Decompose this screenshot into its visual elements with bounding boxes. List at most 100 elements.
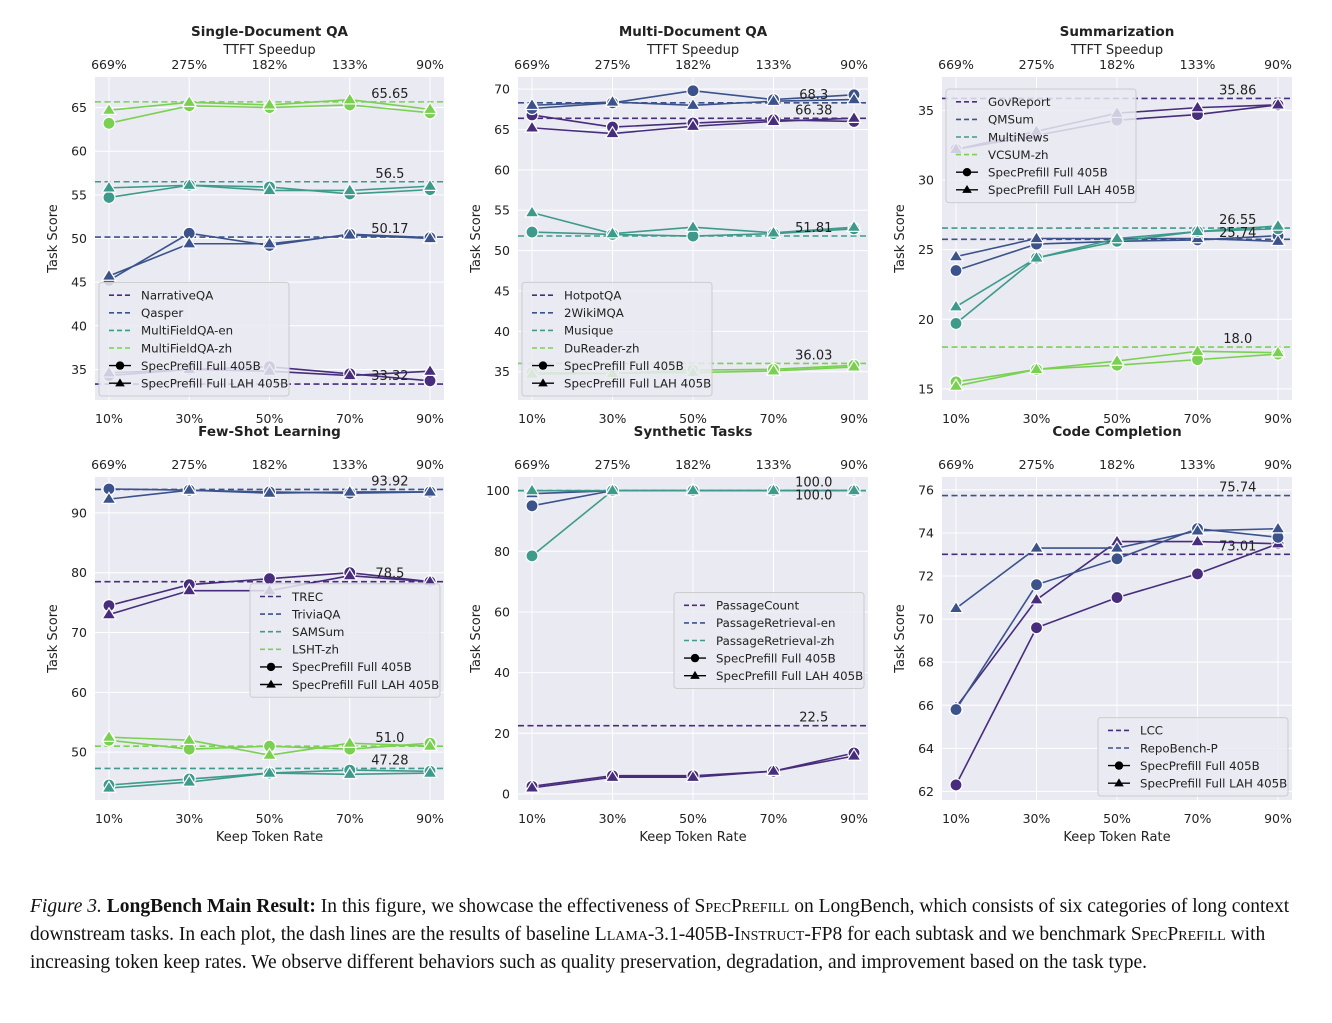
speedup-tick-label: 275%	[171, 57, 207, 72]
x-tick-label: 70%	[336, 811, 364, 826]
y-tick-label: 100	[486, 483, 510, 498]
point-lah-HotpotQA	[685, 118, 701, 132]
point-lah-MultiNews	[1028, 250, 1045, 263]
point-lah-SAMSum	[261, 765, 278, 778]
legend-label: MultiFieldQA-zh	[141, 341, 232, 355]
point-lah-RepoBench-P	[1270, 520, 1286, 534]
speedup-tick-label: 669%	[514, 457, 550, 472]
point-lah-RepoBench-P	[1109, 540, 1125, 553]
speedup-tick-label: 90%	[840, 57, 868, 72]
speedup-tick-label: 182%	[675, 457, 711, 472]
point-full-RepoBench-P	[949, 702, 963, 717]
legend-label: SpecPrefill Full 405B	[292, 660, 412, 674]
baseline-value-label: 56.5	[375, 167, 404, 182]
top-axis-label: TTFT Speedup	[222, 43, 315, 58]
baseline-value-label: 93.92	[371, 474, 408, 489]
legend-box	[673, 592, 865, 689]
point-lah-SAMSum	[101, 780, 117, 793]
baseline-value-label: 35.86	[1219, 83, 1256, 98]
legend-label: PassageCount	[716, 599, 799, 613]
y-tick-label: 62	[918, 784, 934, 799]
x-tick-label: 90%	[1264, 411, 1292, 426]
x-axis-label: Keep Token Rate	[1063, 830, 1170, 845]
legend-key-triangle	[538, 378, 548, 387]
point-lah-LSHT-zh	[261, 747, 278, 760]
legend-label: PassageRetrieval-en	[716, 616, 836, 630]
speedup-tick-label: 669%	[91, 457, 127, 472]
point-lah-MultiNews	[1189, 223, 1206, 237]
point-lah-HotpotQA	[765, 113, 782, 127]
point-lah-2WikiMQA	[604, 94, 621, 107]
legend: GovReport QMSum MultiNews VCSUM-zh SpecPrefi…	[945, 88, 1137, 204]
y-tick-label: 65	[494, 122, 510, 137]
point-lah-Qasper	[422, 230, 438, 244]
legend-label: SpecPrefill Full 405B	[1140, 759, 1260, 773]
point-lah-PassageCount	[685, 769, 701, 783]
point-lah-TREC	[181, 582, 198, 596]
point-lah-QMSum	[1270, 233, 1286, 247]
speedup-tick-label: 182%	[1099, 57, 1135, 72]
point-lah-TREC	[101, 606, 117, 620]
legend-key-triangle	[690, 670, 700, 679]
legend-label: MultiNews	[988, 130, 1049, 144]
x-tick-label: 30%	[175, 811, 203, 826]
point-lah-VCSUM-zh	[1109, 353, 1125, 366]
panel-title: Multi-Document QA	[619, 24, 768, 40]
point-lah-HotpotQA	[846, 110, 862, 123]
y-tick-label: 30	[918, 173, 934, 188]
point-lah-MultiNews	[948, 298, 964, 312]
caption-method-1: SpecPrefill	[694, 896, 790, 917]
panel-title: Few-Shot Learning	[198, 424, 341, 440]
speedup-tick-label: 133%	[1180, 457, 1216, 472]
point-full-PassageRetrieval-en	[525, 499, 539, 513]
point-full-LCC	[1029, 621, 1044, 635]
x-tick-label: 70%	[1184, 811, 1212, 826]
speedup-tick-label: 182%	[675, 57, 711, 72]
speedup-tick-label: 275%	[595, 57, 631, 72]
y-tick-label: 80	[71, 565, 87, 580]
y-tick-label: 40	[494, 665, 510, 680]
point-lah-MultiFieldQA-en	[261, 182, 278, 196]
point-lah-Qasper	[101, 268, 117, 281]
y-tick-label: 55	[494, 203, 510, 218]
speedup-tick-label: 669%	[514, 57, 550, 72]
legend-label: PassageRetrieval-zh	[716, 634, 834, 648]
speedup-tick-label: 90%	[1264, 57, 1292, 72]
speedup-tick-label: 90%	[840, 457, 868, 472]
panel-code-completion: 62 64 66 68 70 72 74 76 10% 30% 50% 70% 90% 669% 275% 1…	[893, 424, 1292, 845]
y-tick-label: 65	[71, 100, 87, 115]
point-lah-MultiFieldQA-en	[341, 182, 358, 196]
point-lah-SAMSum	[422, 765, 438, 778]
x-tick-label: 50%	[679, 811, 707, 826]
point-full-LCC	[1110, 590, 1124, 605]
x-tick-label: 70%	[760, 811, 788, 826]
speedup-tick-label: 133%	[332, 457, 368, 472]
speedup-tick-label: 90%	[416, 57, 444, 72]
point-lah-PassageCount	[846, 748, 862, 761]
point-lah-VCSUM-zh	[1270, 344, 1286, 358]
panel-single-document-qa: 35 40 45 50 55 60 65 10% 30% 50% 70% 90% 669% 275% 182…	[46, 24, 444, 426]
point-lah-QMSum	[1028, 230, 1045, 244]
point-lah-2WikiMQA	[685, 97, 701, 111]
y-tick-label: 50	[494, 243, 510, 258]
x-tick-label: 50%	[256, 411, 284, 426]
point-lah-VCSUM-zh	[1028, 361, 1045, 375]
point-full-RepoBench-P	[1029, 578, 1044, 592]
baseline-value-label: 18.0	[1223, 332, 1252, 347]
point-lah-QMSum	[948, 248, 964, 262]
panel-title: Synthetic Tasks	[634, 424, 753, 440]
y-tick-label: 0	[502, 786, 510, 801]
y-tick-label: 35	[71, 362, 87, 377]
legend-label: SpecPrefill Full LAH 405B	[988, 183, 1135, 197]
speedup-tick-label: 133%	[1180, 57, 1216, 72]
point-lah-HotpotQA	[604, 125, 621, 139]
y-axis-label: Task Score	[46, 204, 61, 274]
panel-title: Code Completion	[1052, 424, 1181, 440]
point-full-PassageRetrieval-zh	[525, 549, 539, 563]
y-tick-label: 15	[918, 381, 934, 396]
baseline-value-label: 65.65	[371, 87, 408, 102]
x-tick-label: 70%	[336, 411, 364, 426]
point-lah-NarrativeQA	[422, 363, 438, 377]
y-tick-label: 20	[918, 312, 934, 327]
point-lah-Musique	[685, 219, 701, 233]
